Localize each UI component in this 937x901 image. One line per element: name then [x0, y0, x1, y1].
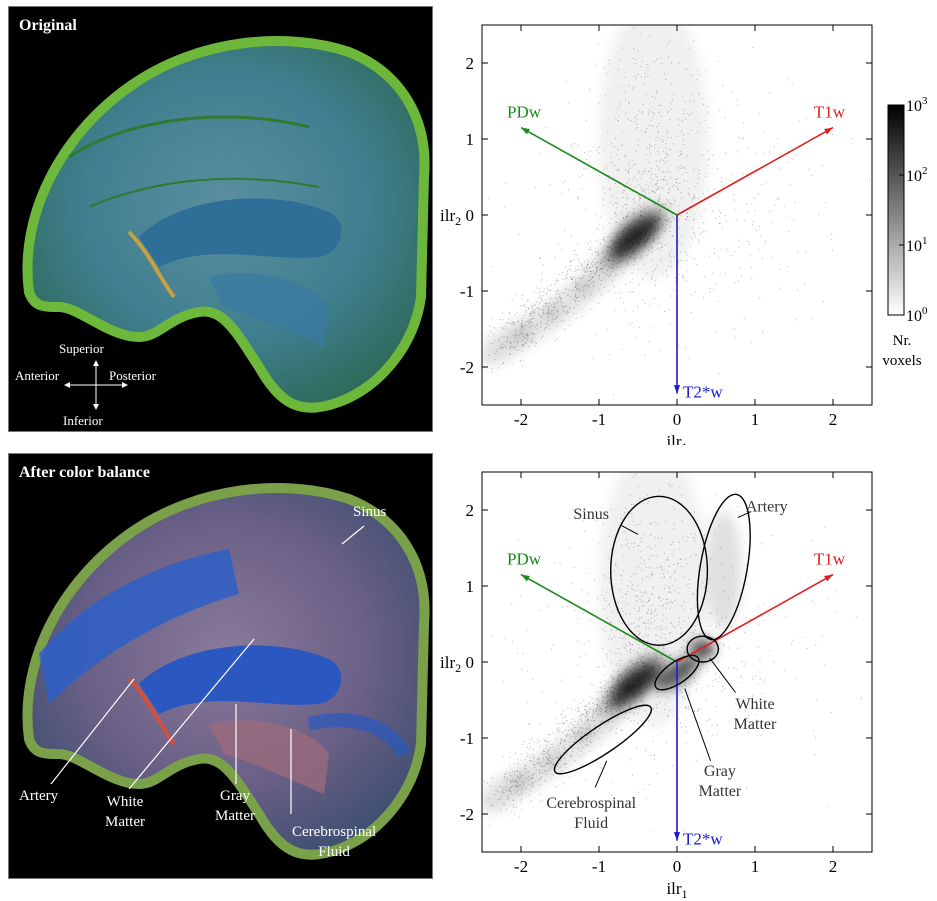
x-tick-label: 1 — [751, 857, 760, 876]
density-cloud — [482, 472, 863, 831]
label-white-matter-line2: Matter — [105, 814, 145, 830]
label-csf-line2: Fluid — [318, 844, 350, 860]
colorbar-label-line1: Nr. — [893, 333, 912, 349]
x-tick-label: -2 — [514, 857, 528, 876]
orientation-compass — [64, 360, 128, 410]
label-gray-matter: Gray Matter — [215, 786, 255, 826]
region-leader — [709, 657, 736, 693]
y-axis-label: ilr2 — [440, 653, 461, 675]
region-leader — [737, 511, 752, 519]
x-tick-label: 2 — [829, 410, 838, 429]
x-tick-label: 1 — [751, 410, 760, 429]
label-gray-matter-line1: Gray — [219, 788, 250, 804]
vector-label: T2*w — [683, 383, 723, 402]
orientation-superior: Superior — [59, 341, 104, 356]
x-axis-label: ilr1 — [666, 432, 687, 445]
brain-illustration-balanced — [22, 483, 430, 860]
colorbar-gradient — [887, 104, 905, 316]
x-axis-label: ilr1 — [666, 879, 687, 901]
vector-t1w — [676, 126, 834, 216]
vector-arrowhead — [824, 127, 833, 135]
region-leader — [684, 688, 712, 761]
vector-arrowhead — [673, 385, 681, 394]
y-tick-label: -2 — [460, 805, 474, 824]
x-tick-label: -2 — [514, 410, 528, 429]
x-tick-label: -1 — [592, 857, 606, 876]
leader-lines — [50, 525, 365, 814]
x-tick-label: -1 — [592, 410, 606, 429]
brain-illustration — [22, 36, 430, 413]
vector-label: PDw — [507, 550, 542, 569]
y-axis-label: ilr2 — [440, 206, 461, 228]
y-tick-label: -1 — [460, 282, 474, 301]
x-tick-label: 2 — [829, 857, 838, 876]
label-gray-matter-line2: Matter — [215, 808, 255, 824]
vector-arrowhead — [824, 574, 833, 582]
region-label-cerebrospinal-fluid: Cerebrospinal Fluid — [546, 795, 636, 832]
region-ellipse-gray-matter — [654, 654, 700, 691]
region-label-sinus: Sinus — [573, 506, 609, 523]
y-tick-label: 0 — [466, 653, 475, 672]
region-leader — [620, 524, 639, 535]
region-ellipse-sinus — [609, 495, 709, 646]
vector-arrowhead — [673, 832, 681, 841]
vector-arrowhead — [521, 127, 530, 135]
orientation-anterior: Anterior — [15, 368, 60, 383]
colorbar-tick-label: 102 — [906, 165, 928, 185]
panel-title-original: Original — [19, 17, 77, 34]
label-artery: Artery — [19, 788, 59, 804]
colorbar-tick-label: 101 — [906, 235, 928, 255]
vector-pdw — [520, 126, 678, 216]
y-tick-label: 1 — [466, 130, 475, 149]
region-label-gray-matter: Gray Matter — [699, 763, 742, 800]
ilr-density-plot-balanced: -2 -1 0 1 2 -2 -1 0 1 2 ilr1 ilr2 PDw T1w T2*w Sinus Art… — [440, 471, 873, 901]
region-label-white-matter: White Matter — [734, 696, 777, 733]
ilr-density-plot-original: -2 -1 0 1 2 -2 -1 0 1 2 ilr1 ilr2 PDw T1w T2*w — [440, 24, 873, 445]
density-cloud — [482, 25, 870, 396]
region-leader — [594, 760, 608, 788]
y-tick-label: -1 — [460, 729, 474, 748]
label-csf-line1: Cerebrospinal — [292, 824, 377, 840]
balanced-brain-image: After color balance Sinus Artery White M… — [8, 453, 433, 879]
region-ellipse-white-matter — [686, 635, 720, 663]
region-ellipse-cerebrospinal-fluid — [553, 704, 653, 775]
orientation-posterior: Posterior — [109, 368, 156, 383]
colorbar-tick-label: 103 — [906, 95, 928, 115]
region-label-artery: Artery — [746, 499, 788, 516]
y-tick-label: 0 — [466, 206, 475, 225]
orientation-inferior: Inferior — [63, 413, 103, 428]
vector-label: T1w — [814, 550, 846, 569]
vector-label: PDw — [507, 103, 542, 122]
vector-label: T1w — [814, 103, 846, 122]
colorbar-label-line2: voxels — [882, 353, 921, 369]
label-white-matter-line1: White — [106, 794, 144, 810]
colorbar-tick-label: 100 — [906, 305, 928, 325]
panel-title-balanced: After color balance — [19, 464, 150, 481]
label-csf: Cerebrospinal Fluid — [292, 822, 376, 862]
y-tick-label: 2 — [466, 54, 475, 73]
label-sinus: Sinus — [353, 504, 387, 520]
label-white-matter: White Matter — [105, 792, 145, 832]
vector-arrowhead — [521, 574, 530, 582]
x-tick-label: 0 — [673, 410, 682, 429]
vector-label: T2*w — [683, 830, 723, 849]
original-brain-image: Original Superior Anterior Posterior Inf… — [8, 6, 433, 432]
region-ellipse-artery — [696, 493, 751, 641]
y-tick-label: 2 — [466, 501, 475, 520]
x-tick-label: 0 — [673, 857, 682, 876]
vector-pdw — [520, 573, 678, 663]
vector-t1w — [676, 573, 834, 663]
y-tick-label: 1 — [466, 577, 475, 596]
colorbar: 103 102 101 100 Nr. voxels — [882, 95, 928, 369]
y-tick-label: -2 — [460, 358, 474, 377]
